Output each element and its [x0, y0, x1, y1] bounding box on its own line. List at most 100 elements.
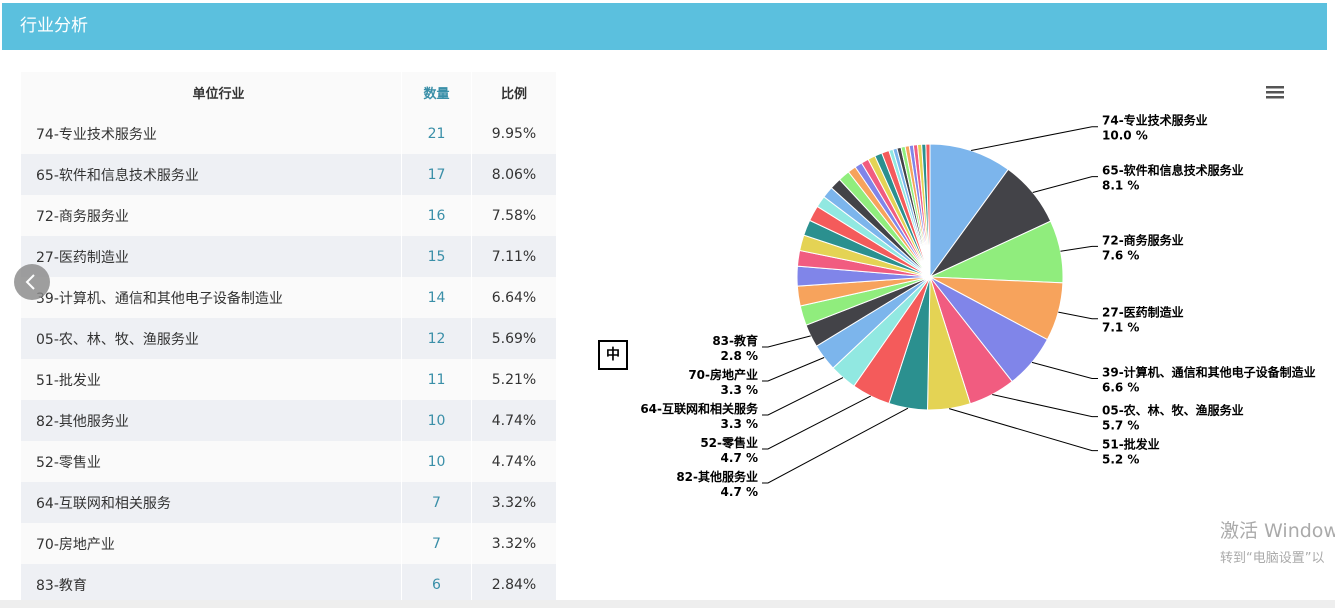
connector	[1060, 245, 1098, 252]
connector	[762, 357, 825, 382]
pie-slice	[912, 144, 931, 278]
slice-label: 70-房地产业	[688, 367, 758, 382]
connector	[1058, 311, 1098, 320]
table-cell: 15	[401, 236, 472, 277]
header-title: 行业分析	[2, 3, 1327, 50]
pie-slice	[815, 276, 931, 369]
language-button[interactable]: 中	[598, 340, 628, 370]
table-cell: 8.06%	[471, 154, 557, 195]
connector	[762, 377, 844, 416]
column-header: 数量	[401, 72, 472, 113]
pie-slice	[796, 276, 931, 307]
prev-button[interactable]	[14, 264, 50, 300]
footer-bar	[0, 600, 1335, 608]
table-cell: 65-软件和信息技术服务业	[21, 154, 402, 195]
slice-value-label: 8.1 %	[1102, 179, 1139, 193]
pie-slice	[888, 276, 931, 411]
slice-label: 64-互联网和相关服务	[640, 401, 759, 416]
table-cell: 3.32%	[471, 482, 557, 523]
pie-slice	[896, 146, 931, 278]
pie-slice	[929, 276, 1049, 383]
pie-slice	[805, 276, 931, 347]
pie-slice	[823, 187, 931, 278]
table-cell: 9.95%	[471, 113, 557, 154]
table-cell: 7.58%	[471, 195, 557, 236]
slice-value-label: 7.1 %	[1102, 321, 1139, 335]
table-row: 74-专业技术服务业 21 9.95%	[21, 113, 557, 154]
connector	[971, 126, 1098, 151]
connector	[949, 408, 1098, 452]
pie-slice	[796, 265, 931, 287]
watermark-line: 转到“电脑设置”以	[1220, 551, 1325, 566]
pie-slice	[926, 276, 971, 411]
pie-slice	[908, 144, 931, 278]
table-cell: 6.64%	[471, 277, 557, 318]
table-cell: 74-专业技术服务业	[21, 113, 402, 154]
menu-icon[interactable]	[1266, 86, 1284, 99]
pie-slice	[853, 276, 931, 405]
table-cell: 51-批发业	[21, 359, 402, 400]
table-cell: 5.21%	[471, 359, 557, 400]
pie-slice	[921, 143, 931, 278]
table-cell: 10	[401, 441, 472, 482]
slice-label: 51-批发业	[1102, 437, 1160, 452]
slice-label: 52-零售业	[700, 435, 758, 450]
table-cell: 17	[401, 154, 472, 195]
table-cell: 10	[401, 400, 472, 441]
pie-slice	[799, 276, 931, 326]
pie-slice	[892, 147, 931, 278]
pie-slice	[900, 145, 931, 278]
table-row: 72-商务服务业 16 7.58%	[21, 195, 557, 236]
table-row: 70-房地产业 7 3.32%	[21, 523, 557, 564]
table-row: 83-教育 6 2.84%	[21, 564, 557, 605]
table-cell: 7.11%	[471, 236, 557, 277]
pie-slice	[816, 196, 931, 278]
slice-label: 83-教育	[712, 333, 758, 348]
table-cell: 70-房地产业	[21, 523, 402, 564]
watermark-line: 激活 Window	[1220, 520, 1335, 542]
table-cell: 12	[401, 318, 472, 359]
table-cell: 3.32%	[471, 523, 557, 564]
table-cell: 5.69%	[471, 318, 557, 359]
table-row: 65-软件和信息技术服务业 17 8.06%	[21, 154, 557, 195]
connector	[1032, 176, 1098, 194]
slice-value-label: 3.3 %	[721, 417, 758, 431]
table-cell: 4.74%	[471, 400, 557, 441]
pie-slice	[838, 171, 931, 278]
table-cell: 14	[401, 277, 472, 318]
slice-label: 39-计算机、通信和其他电子设备制造业	[1102, 364, 1316, 379]
table-row: 27-医药制造业 15 7.11%	[21, 236, 557, 277]
connector	[1031, 361, 1098, 379]
table-cell: 6	[401, 564, 472, 605]
table-cell: 39-计算机、通信和其他电子设备制造业	[21, 277, 402, 318]
slice-label: 27-医药制造业	[1102, 305, 1184, 320]
table-cell: 27-医药制造业	[21, 236, 402, 277]
pie-slice	[929, 276, 1064, 341]
table-cell: 11	[401, 359, 472, 400]
table-row: 64-互联网和相关服务 7 3.32%	[21, 482, 557, 523]
slice-value-label: 2.8 %	[721, 349, 758, 363]
slice-value-label: 3.3 %	[721, 383, 758, 397]
table-cell: 7	[401, 482, 472, 523]
table-cell: 83-教育	[21, 564, 402, 605]
table-cell: 82-其他服务业	[21, 400, 402, 441]
table-cell: 64-互联网和相关服务	[21, 482, 402, 523]
connector	[762, 335, 811, 348]
slice-label: 72-商务服务业	[1102, 232, 1184, 247]
table-row: 05-农、林、牧、渔服务业 12 5.69%	[21, 318, 557, 359]
slice-value-label: 5.7 %	[1102, 419, 1139, 433]
pie-slice	[854, 162, 931, 278]
table-cell: 4.74%	[471, 441, 557, 482]
pie-slice	[832, 276, 931, 387]
slice-label: 74-专业技术服务业	[1102, 113, 1208, 128]
table-row: 51-批发业 11 5.21%	[21, 359, 557, 400]
pie-slice	[929, 276, 1013, 405]
table-row: 39-计算机、通信和其他电子设备制造业 14 6.64%	[21, 277, 557, 318]
slice-label: 05-农、林、牧、渔服务业	[1102, 403, 1244, 418]
pie-slice	[860, 158, 931, 278]
slice-value-label: 5.2 %	[1102, 453, 1139, 467]
pie-slice	[796, 249, 931, 278]
pie-slice	[928, 168, 1052, 279]
connector	[762, 395, 871, 450]
pie-slice	[867, 155, 931, 278]
